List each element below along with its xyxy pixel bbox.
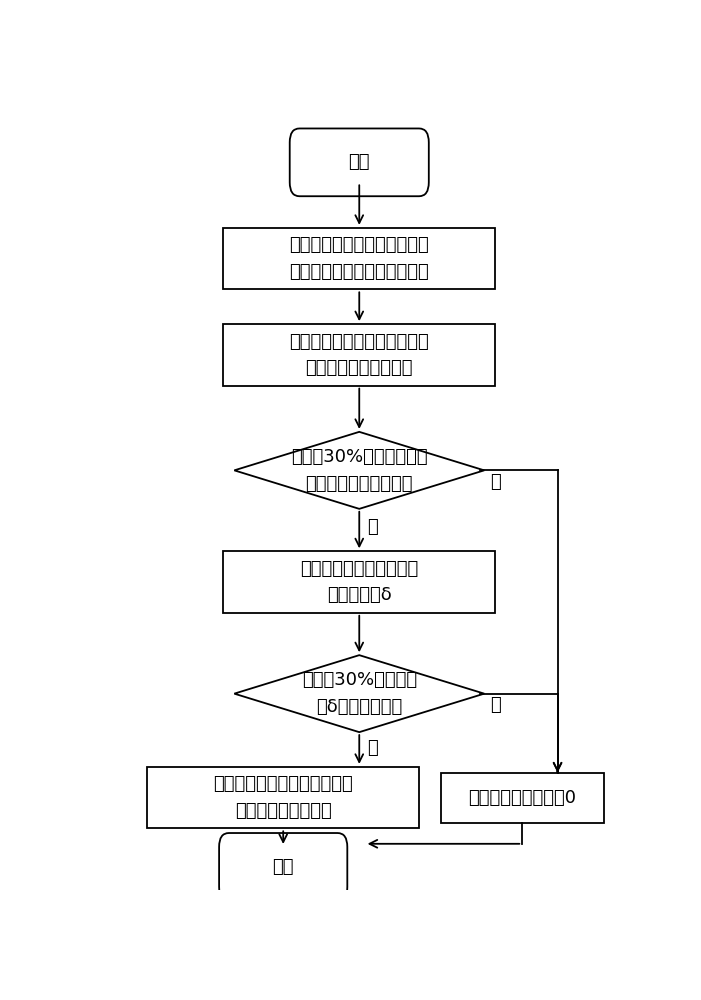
Bar bbox=[224, 228, 495, 289]
Text: 是否有30%的位置间
隔δ超过设定值？: 是否有30%的位置间 隔δ超过设定值？ bbox=[301, 671, 417, 716]
Text: 找出测量点中数据的多个局部
极大值并记录它们出现的位置: 找出测量点中数据的多个局部 极大值并记录它们出现的位置 bbox=[290, 236, 429, 281]
Text: 是: 是 bbox=[489, 473, 501, 491]
Text: 测算相邻两个极大值之间
的位置间隔δ: 测算相邻两个极大值之间 的位置间隔δ bbox=[300, 560, 418, 604]
FancyBboxPatch shape bbox=[219, 833, 347, 901]
FancyBboxPatch shape bbox=[290, 128, 429, 196]
Text: 测算所有极大值的平均值和各
个极大值与平均值之差: 测算所有极大值的平均值和各 个极大值与平均值之差 bbox=[290, 333, 429, 377]
Bar bbox=[147, 767, 419, 828]
Polygon shape bbox=[234, 655, 484, 732]
Bar bbox=[441, 773, 604, 823]
Text: 否: 否 bbox=[367, 739, 378, 757]
Bar bbox=[224, 324, 495, 386]
Text: 是: 是 bbox=[489, 696, 501, 714]
Text: 结束: 结束 bbox=[273, 858, 294, 876]
Text: 非周期信号，频率为0: 非周期信号，频率为0 bbox=[468, 789, 576, 807]
Polygon shape bbox=[234, 432, 484, 509]
Text: 根据极大值的个数及位置间隔
计算周期信号的频率: 根据极大值的个数及位置间隔 计算周期信号的频率 bbox=[213, 775, 353, 820]
Text: 否: 否 bbox=[367, 518, 378, 536]
Text: 是否有30%的极大值与平
均值之差超过设定值？: 是否有30%的极大值与平 均值之差超过设定值？ bbox=[291, 448, 428, 493]
Text: 开始: 开始 bbox=[348, 153, 370, 171]
Bar bbox=[224, 551, 495, 613]
